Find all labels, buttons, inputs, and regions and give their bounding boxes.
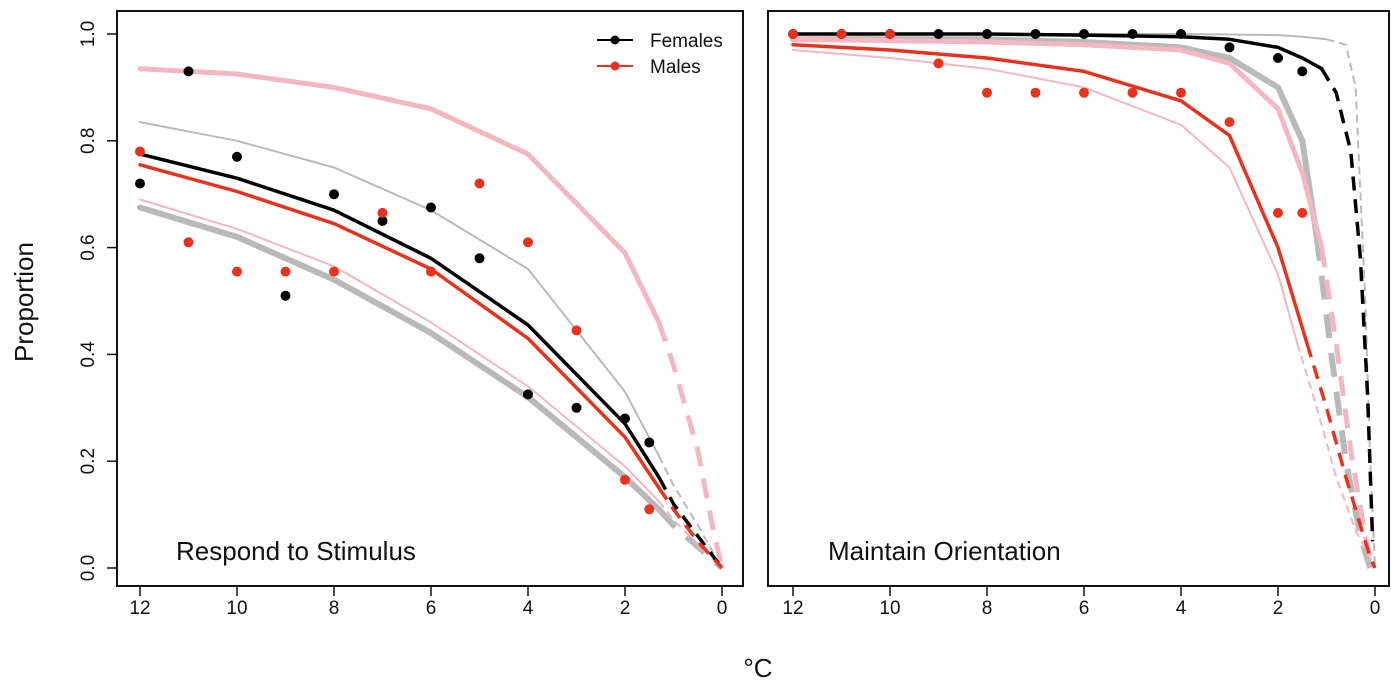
data-point-males [474, 178, 485, 189]
data-point-males [523, 237, 533, 248]
data-point-males [1273, 207, 1283, 218]
data-point-females [1297, 66, 1308, 77]
x-tick-label: 6 [1079, 598, 1090, 619]
data-point-males [1297, 207, 1308, 218]
fit-line-males-ci-lower [139, 198, 660, 503]
data-point-males [982, 87, 992, 98]
fit-extrapolation-males-fit [657, 486, 724, 570]
fit-extrapolation-females-fit [657, 476, 724, 570]
data-point-females [426, 202, 436, 213]
panel-respond-to-stimulus: 12 10 8 6 4 2 0 0.0 0.2 0.4 0.6 0.8 1.0 Respond to St… [78, 10, 744, 619]
data-point-males [836, 29, 847, 39]
data-point-males [1030, 87, 1041, 98]
fit-extrapolation-males-ci-upper [1319, 247, 1376, 569]
data-point-males [426, 266, 436, 277]
data-point-males [788, 29, 798, 39]
fit-line-females-fit [791, 32, 1324, 71]
fit-line-males-ci-upper [137, 66, 662, 325]
fit-extrapolation-males-ci-upper [656, 321, 725, 569]
y-tick-label: 0.8 [78, 128, 99, 154]
y-tick-label: 0.2 [78, 448, 99, 474]
y-axis-title: Proportion [9, 242, 39, 362]
x-tick-label: 4 [1176, 598, 1187, 619]
legend-males-marker [610, 61, 620, 71]
data-point-females [474, 253, 485, 264]
data-point-females [982, 29, 992, 39]
data-point-males [1224, 117, 1235, 128]
data-point-females [329, 189, 339, 200]
x-tick-label: 8 [329, 598, 340, 619]
data-point-females [232, 151, 242, 162]
data-point-females [571, 402, 582, 413]
x-tick-label: 0 [717, 598, 728, 619]
legend-males-label: Males [650, 57, 701, 78]
x-tick-label: 12 [129, 598, 150, 619]
y-tick-label: 0.0 [78, 555, 99, 581]
data-point-females [933, 29, 944, 39]
y-tick-label: 0.4 [78, 341, 99, 368]
x-tick-label: 12 [782, 598, 803, 619]
fit-extrapolation-males-fit [1305, 343, 1377, 569]
data-point-females [523, 389, 533, 400]
fit-extrapolation-females-ci-lower [656, 507, 724, 571]
data-point-males [183, 237, 194, 248]
y-tick-label: 0.6 [78, 234, 99, 260]
legend: Females Males [597, 31, 723, 78]
data-point-females [644, 437, 655, 448]
data-point-females [280, 290, 291, 301]
data-point-females [1127, 29, 1138, 39]
panel-title: Respond to Stimulus [176, 536, 416, 566]
fit-line-males-ci-lower [792, 49, 1299, 345]
data-point-females [1273, 53, 1283, 63]
data-point-males [571, 325, 582, 336]
panel-title: Maintain Orientation [828, 536, 1061, 566]
data-point-females [620, 413, 630, 424]
data-point-males [232, 266, 242, 277]
x-tick-label: 10 [879, 598, 900, 619]
data-point-males [329, 266, 339, 277]
fit-extrapolation-females-fit [1320, 67, 1375, 542]
data-point-females [135, 178, 145, 189]
data-point-males [644, 504, 655, 515]
data-point-females [1176, 29, 1186, 39]
fit-line-males-ci-upper [790, 36, 1325, 251]
plot-frame [116, 10, 744, 587]
x-tick-label: 6 [426, 598, 437, 619]
data-point-females [377, 215, 388, 226]
data-point-males [377, 207, 388, 218]
plot-frame [767, 10, 1390, 587]
x-tick-label: 0 [1370, 598, 1381, 619]
x-tick-label: 4 [523, 598, 534, 619]
x-axis-title: °C [743, 653, 772, 683]
data-point-males [135, 146, 145, 157]
x-tick-label: 2 [620, 598, 631, 619]
fit-line-females-fit [138, 152, 661, 479]
x-tick-label: 10 [226, 598, 247, 619]
x-tick-label: 8 [982, 598, 993, 619]
fit-line-females-ci-lower [790, 36, 1320, 240]
panel-maintain-orientation: 12 10 8 6 4 2 0 Maintain Orientation [767, 10, 1390, 619]
y-tick-label: 1.0 [78, 21, 99, 47]
fit-extrapolation-males-ci-lower [1296, 343, 1376, 569]
data-point-males [1127, 87, 1138, 98]
data-point-males [1079, 87, 1089, 98]
x-tick-label: 2 [1273, 598, 1284, 619]
data-point-males [1176, 87, 1186, 98]
data-point-females [1030, 29, 1041, 39]
legend-females-marker [610, 35, 620, 45]
data-point-males [620, 474, 630, 485]
data-point-males [885, 29, 895, 39]
fit-extrapolation-females-ci-upper [658, 455, 723, 569]
data-point-females [183, 66, 194, 77]
data-point-males [280, 266, 291, 277]
fit-line-males-fit [791, 42, 1309, 346]
legend-females-label: Females [650, 31, 723, 52]
data-point-females [1079, 29, 1089, 39]
fit-extrapolation-males-ci-lower [658, 500, 723, 569]
data-point-females [1224, 42, 1235, 53]
data-point-males [933, 58, 944, 69]
